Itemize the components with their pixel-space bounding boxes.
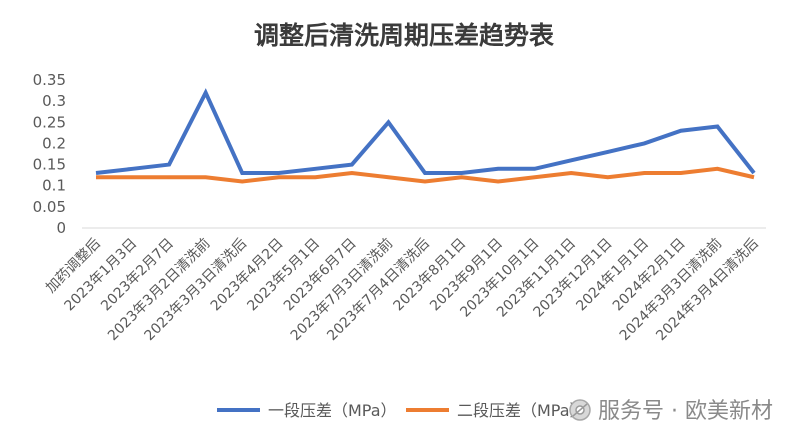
data-point xyxy=(497,167,500,170)
data-point xyxy=(716,167,719,170)
data-point xyxy=(204,91,207,94)
y-tick-label: 0.3 xyxy=(42,92,66,110)
data-point xyxy=(204,176,207,179)
data-point xyxy=(241,180,244,183)
data-point xyxy=(570,159,573,162)
data-point xyxy=(423,171,426,174)
data-point xyxy=(314,167,317,170)
data-point xyxy=(643,171,646,174)
y-tick-label: 0.05 xyxy=(33,198,66,216)
wechat-service-icon xyxy=(569,399,591,421)
data-point xyxy=(131,167,134,170)
watermark-text: 服务号 · 欧美新材 xyxy=(598,399,773,424)
data-point xyxy=(350,163,353,166)
y-tick-label: 0.35 xyxy=(33,71,66,89)
data-point xyxy=(350,171,353,174)
data-point xyxy=(94,171,97,174)
data-point xyxy=(606,150,609,153)
legend-stage-1: 一段压差（MPa） xyxy=(217,401,397,420)
watermark: 服务号 · 欧美新材 xyxy=(569,399,773,424)
series-line-stage-2 xyxy=(96,166,755,184)
data-point xyxy=(423,180,426,183)
data-point xyxy=(570,171,573,174)
data-point xyxy=(460,176,463,179)
y-tick-label: 0.15 xyxy=(33,156,66,174)
data-point xyxy=(752,171,755,174)
legend-stage-2: 二段压差（MPa） xyxy=(406,401,586,420)
data-point xyxy=(314,176,317,179)
y-tick-label: 0.25 xyxy=(33,113,66,131)
data-point xyxy=(168,176,171,179)
data-point xyxy=(387,176,390,179)
plot-area: 0.350.30.250.20.150.10.050加药调整后2023年1月3日… xyxy=(33,71,766,344)
data-point xyxy=(277,171,280,174)
data-point xyxy=(168,163,171,166)
series-line-stage-1 xyxy=(95,88,756,176)
legend-label: 二段压差（MPa） xyxy=(457,401,586,420)
y-tick-label: 0.1 xyxy=(42,177,66,195)
chart-title: 调整后清洗周期压差趋势表 xyxy=(254,21,555,50)
data-point xyxy=(94,176,97,179)
data-point xyxy=(643,142,646,145)
data-point xyxy=(497,180,500,183)
legend-label: 一段压差（MPa） xyxy=(268,401,397,420)
data-point xyxy=(241,171,244,174)
legend: 一段压差（MPa） 二段压差（MPa） xyxy=(217,401,586,420)
data-point xyxy=(606,176,609,179)
data-point xyxy=(387,121,390,124)
data-point xyxy=(277,176,280,179)
data-point xyxy=(533,176,536,179)
data-point xyxy=(679,129,682,132)
data-point xyxy=(533,167,536,170)
y-tick-label: 0 xyxy=(56,219,66,237)
y-tick-label: 0.2 xyxy=(42,134,66,152)
data-point xyxy=(131,176,134,179)
data-point xyxy=(716,125,719,128)
data-point xyxy=(679,171,682,174)
data-point xyxy=(752,176,755,179)
data-point xyxy=(460,171,463,174)
